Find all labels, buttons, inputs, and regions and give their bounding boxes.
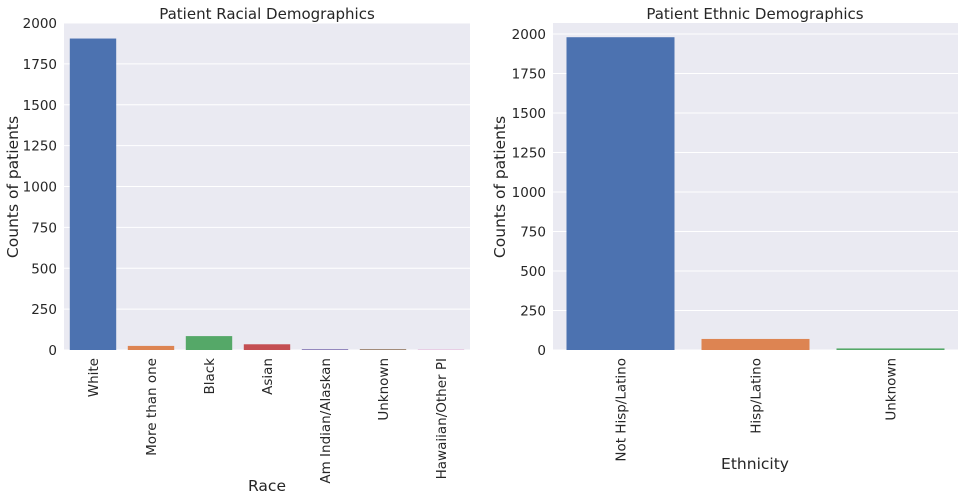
ethnic-bar-not-hisp-latino [566,37,675,350]
ethnic-y-tick-1500: 1500 [512,106,546,122]
racial-y-axis-label: Counts of patients [4,116,22,258]
racial-chart-title: Patient Racial Demographics [159,5,375,23]
racial-y-tick-2000: 2000 [23,16,57,32]
ethnic-x-axis-label: Ethnicity [721,455,789,473]
ethnic-x-ticks: Not Hisp/Latino Hisp/Latino Unknown [614,358,900,462]
racial-bar-black [185,336,233,350]
racial-y-tick-1500: 1500 [23,98,57,114]
ethnic-y-tick-750: 750 [520,225,546,241]
racial-y-tick-250: 250 [31,302,57,318]
racial-x-tick-asian: Asian [260,358,276,395]
racial-y-tick-1750: 1750 [23,57,57,73]
racial-y-tick-1250: 1250 [23,139,57,155]
racial-bar-more-than-one [127,345,175,350]
racial-x-tick-black: Black [202,358,218,395]
ethnic-bars [566,37,945,350]
racial-chart: 0 250 500 750 1000 1250 1500 1750 2000 White More… [4,5,470,495]
ethnic-y-tick-1750: 1750 [512,67,546,83]
racial-x-tick-am-indian-alaskan: Am Indian/Alaskan [318,358,334,484]
racial-x-tick-white: White [86,358,102,397]
ethnic-y-ticks: 0 250 500 750 1000 1250 1500 1750 2000 [512,27,546,359]
ethnic-y-tick-500: 500 [520,264,546,280]
racial-bars [69,38,465,350]
racial-x-tick-more-than-one: More than one [144,358,160,456]
ethnic-x-tick-unknown: Unknown [884,358,900,421]
ethnic-chart: 0 250 500 750 1000 1250 1500 1750 2000 Not Hisp/… [491,5,958,473]
ethnic-y-axis-label: Counts of patients [491,116,509,258]
racial-bar-unknown [359,349,407,350]
racial-y-tick-0: 0 [48,343,57,359]
racial-y-tick-500: 500 [31,261,57,277]
ethnic-chart-title: Patient Ethnic Demographics [646,5,863,23]
ethnic-y-tick-0: 0 [537,343,546,359]
ethnic-x-tick-not-hisp-latino: Not Hisp/Latino [614,358,630,462]
racial-y-tick-1000: 1000 [23,180,57,196]
ethnic-x-tick-hisp-latino: Hisp/Latino [749,358,765,434]
racial-x-tick-unknown: Unknown [376,358,392,421]
racial-bar-asian [243,344,291,350]
ethnic-bar-hisp-latino [701,338,810,350]
racial-x-ticks: White More than one Black Asian Am Indian/Al… [86,358,450,484]
ethnic-y-tick-1250: 1250 [512,146,546,162]
racial-x-tick-hawaiian-other-pi: Hawaiian/Other PI [434,358,450,479]
racial-y-ticks: 0 250 500 750 1000 1250 1500 1750 2000 [23,16,57,359]
racial-x-axis-label: Race [248,477,286,495]
ethnic-y-tick-1000: 1000 [512,185,546,201]
racial-y-tick-750: 750 [31,220,57,236]
ethnic-bar-unknown [836,348,945,350]
racial-bar-am-indian-alaskan [301,349,349,350]
ethnic-y-tick-2000: 2000 [512,27,546,43]
racial-bar-white [69,38,117,350]
ethnic-y-tick-250: 250 [520,304,546,320]
